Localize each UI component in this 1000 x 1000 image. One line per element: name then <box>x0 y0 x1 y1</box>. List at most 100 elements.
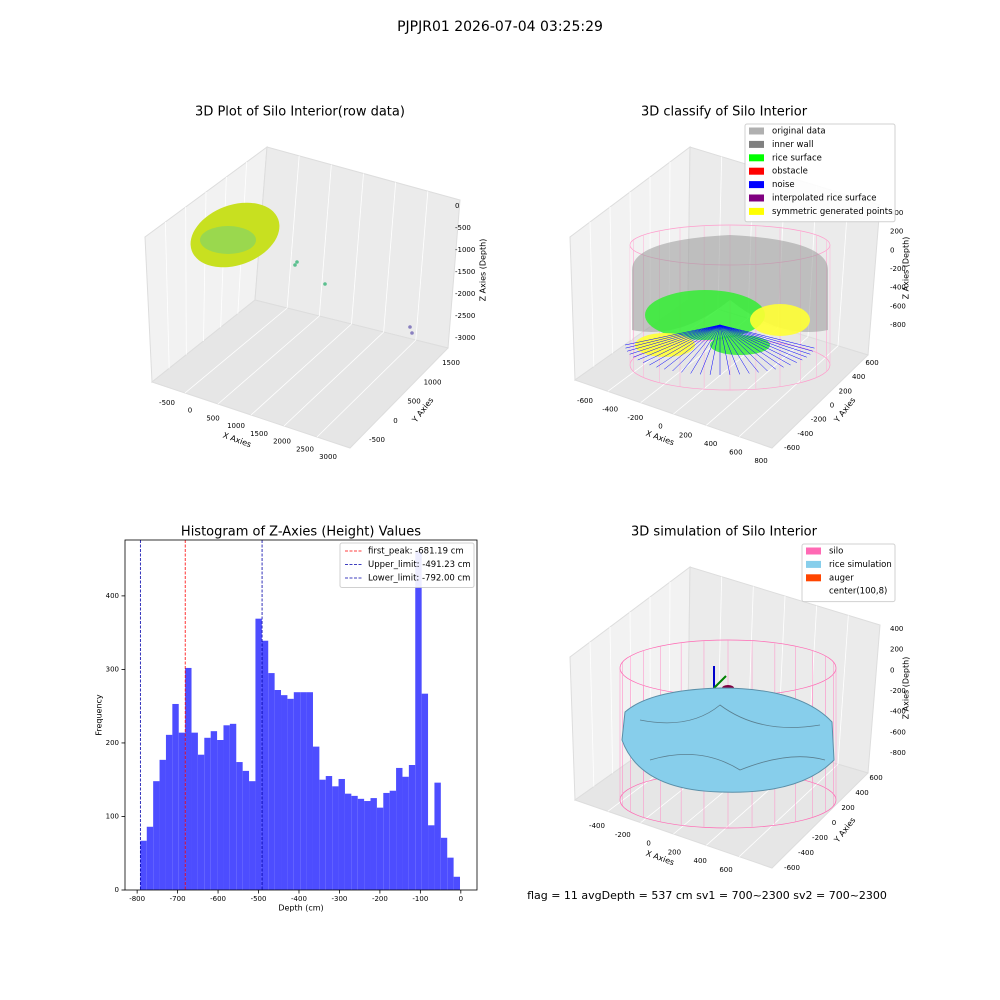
legend-label: rice simulation <box>829 560 892 570</box>
noise <box>719 324 811 355</box>
bar <box>140 840 147 890</box>
pane-grid <box>185 206 187 355</box>
noise <box>672 324 721 372</box>
x-tick-label: 400 <box>694 857 707 865</box>
noise <box>664 324 721 370</box>
pane-grid <box>164 221 170 369</box>
x-tick-label: 0 <box>459 895 463 903</box>
y-tick-label: 0 <box>830 402 834 410</box>
noise <box>719 324 784 368</box>
panel-title: 3D Plot of Silo Interior(row data) <box>195 105 405 120</box>
y-tick-label: 1000 <box>424 378 442 386</box>
x-tick-label: -200 <box>372 895 388 903</box>
z-tick-label: 0 <box>455 202 459 210</box>
noise <box>637 324 721 361</box>
legend-patch <box>749 207 764 215</box>
legend-box <box>744 123 896 223</box>
pane-grid <box>415 191 429 341</box>
legend-label: obstacle <box>772 167 808 177</box>
legend-label: original data <box>772 127 826 137</box>
bar <box>440 837 448 890</box>
bar <box>364 801 371 890</box>
legend-patch <box>749 181 764 189</box>
noise <box>629 324 721 355</box>
noise <box>719 324 750 374</box>
legend-patch <box>749 154 764 162</box>
y-tick-label: -500 <box>369 436 385 444</box>
legend-label: inner wall <box>772 140 813 150</box>
panel-title: Histogram of Z-Axies (Height) Values <box>181 525 421 540</box>
y-tick-label: 400 <box>106 592 119 600</box>
bar <box>312 746 320 890</box>
bar <box>338 778 345 890</box>
noise <box>690 324 721 374</box>
bar <box>242 770 250 890</box>
z-tick-label: -1000 <box>455 246 475 254</box>
bar <box>357 798 365 890</box>
bar <box>428 825 435 890</box>
x-tick-label: 800 <box>754 457 767 465</box>
bar <box>319 779 326 890</box>
y-tick-label: -400 <box>797 430 813 438</box>
z-tick-label: 0 <box>890 666 894 674</box>
bar <box>153 781 160 890</box>
pane-grid <box>203 191 207 342</box>
pane-grid <box>250 323 352 416</box>
bar <box>197 754 205 890</box>
x-tick-label: -500 <box>159 399 175 407</box>
legend-label: symmetric generated points <box>772 207 893 217</box>
bar <box>146 826 154 890</box>
noise <box>656 324 721 368</box>
z-tick-label: -2000 <box>455 290 475 298</box>
z-tick-label: 400 <box>890 209 903 217</box>
noise <box>719 324 791 366</box>
pane-grid <box>184 307 288 394</box>
y-tick-label: 100 <box>106 812 119 820</box>
legend-label: rice surface <box>772 153 822 163</box>
legend-patch <box>806 560 821 568</box>
symmetric <box>750 304 810 336</box>
bar <box>261 640 269 890</box>
legend-box <box>339 542 475 588</box>
x-tick-label: -400 <box>589 822 605 830</box>
bar <box>421 693 429 890</box>
bar <box>185 667 192 890</box>
z-axis-label: Z Axies (Depth) <box>479 239 488 302</box>
z-axis-label: Z Axies (Depth) <box>902 237 911 300</box>
panel-title: 3D simulation of Silo Interior <box>631 525 818 540</box>
outlier <box>408 325 412 329</box>
bar <box>229 723 237 890</box>
x-axis-label: X Axies <box>645 429 676 448</box>
noise <box>625 324 721 349</box>
x-tick-label: -300 <box>331 895 347 903</box>
noise <box>719 324 807 358</box>
bar <box>223 725 230 890</box>
y-tick-label: 200 <box>106 739 119 747</box>
x-tick-label: -600 <box>210 895 226 903</box>
noise <box>649 324 721 366</box>
x-tick-label: -400 <box>602 406 618 414</box>
bar <box>249 781 256 890</box>
z-tick-label: -1500 <box>455 268 475 276</box>
y-tick-label: 0 <box>832 819 836 827</box>
pane-grid <box>738 763 839 857</box>
noise <box>719 324 731 375</box>
y-tick-label: 400 <box>855 789 868 797</box>
bar <box>210 731 218 890</box>
z-tick-label: -600 <box>890 728 906 736</box>
bar <box>293 692 301 890</box>
pane-grid <box>589 221 595 367</box>
x-tick-label: 3000 <box>319 453 337 461</box>
x-tick-label: 1000 <box>227 422 245 430</box>
pane-grid <box>738 345 839 437</box>
x-axis-label: X Axies <box>222 431 253 450</box>
x-tick-label: 200 <box>679 431 692 439</box>
noise <box>719 324 815 349</box>
x-tick-label: -500 <box>251 895 267 903</box>
x-tick-label: -700 <box>170 895 186 903</box>
noise <box>709 324 721 375</box>
legend-patch <box>806 574 821 582</box>
bar <box>434 782 441 890</box>
rice-simulation <box>621 687 835 793</box>
legend-patch <box>749 194 764 202</box>
